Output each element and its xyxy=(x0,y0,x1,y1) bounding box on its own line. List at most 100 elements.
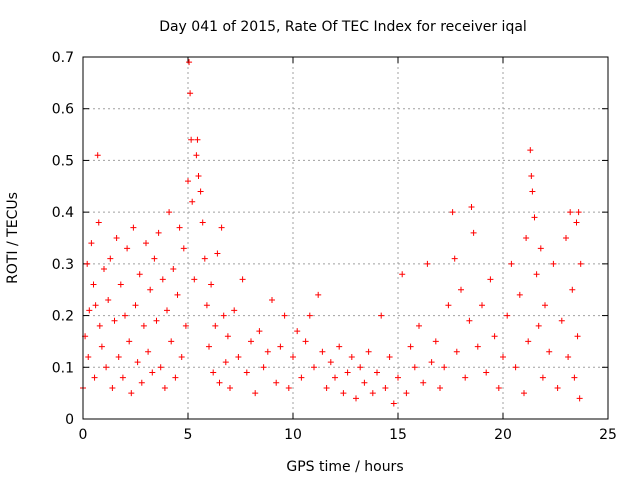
data-point xyxy=(527,147,534,154)
data-point xyxy=(90,281,97,288)
data-point xyxy=(382,384,389,391)
data-point xyxy=(451,255,458,262)
data-point xyxy=(428,359,435,366)
data-point xyxy=(186,59,193,66)
y-tick-label: 0.7 xyxy=(52,50,74,66)
data-point xyxy=(264,348,271,355)
data-point xyxy=(248,338,254,345)
data-point xyxy=(194,136,201,143)
data-point xyxy=(159,276,166,283)
data-point xyxy=(395,374,401,381)
x-tick-label: 25 xyxy=(599,427,617,443)
data-point xyxy=(528,172,535,179)
data-point xyxy=(525,338,532,345)
data-point xyxy=(470,229,477,236)
data-point xyxy=(235,353,242,360)
data-point xyxy=(420,379,427,386)
data-point xyxy=(95,219,102,226)
data-point xyxy=(164,307,170,314)
data-point xyxy=(554,384,561,391)
data-point xyxy=(357,364,364,371)
data-point xyxy=(134,359,141,366)
data-point xyxy=(575,209,582,216)
data-point xyxy=(172,374,179,381)
data-point xyxy=(567,209,574,216)
data-point xyxy=(569,286,576,293)
data-point xyxy=(571,374,578,381)
data-point xyxy=(91,374,98,381)
data-point xyxy=(491,333,498,340)
data-point xyxy=(277,343,284,350)
data-point xyxy=(136,271,143,278)
data-point xyxy=(369,390,376,397)
data-point xyxy=(86,307,93,314)
data-point xyxy=(105,297,112,304)
data-point xyxy=(403,390,410,397)
x-axis-label: GPS time / hours xyxy=(286,459,403,475)
data-point xyxy=(449,209,456,216)
data-point xyxy=(214,250,221,257)
data-point xyxy=(483,369,490,376)
data-point xyxy=(260,364,267,371)
data-point xyxy=(182,322,189,329)
data-point xyxy=(84,260,91,267)
data-point xyxy=(574,333,581,340)
data-point xyxy=(411,364,418,371)
data-point xyxy=(563,235,569,241)
data-point xyxy=(138,379,145,386)
data-point xyxy=(576,395,583,402)
data-point xyxy=(294,328,301,335)
data-point xyxy=(153,317,160,324)
data-point xyxy=(500,353,506,360)
data-point xyxy=(487,276,494,283)
x-tick-label: 0 xyxy=(79,427,88,443)
data-point xyxy=(285,384,292,391)
data-point xyxy=(474,343,481,350)
data-point xyxy=(130,224,137,231)
data-point xyxy=(218,224,225,231)
data-point xyxy=(365,348,372,355)
data-point xyxy=(147,286,154,293)
data-point xyxy=(231,307,238,314)
data-point xyxy=(132,302,139,309)
data-point xyxy=(252,390,259,397)
data-point xyxy=(195,172,202,179)
data-point xyxy=(187,90,194,97)
data-point xyxy=(577,260,584,267)
x-tick-label: 20 xyxy=(494,427,512,443)
data-point xyxy=(92,302,99,309)
data-point xyxy=(210,369,217,376)
data-point xyxy=(117,281,124,288)
data-point xyxy=(399,271,406,278)
data-point xyxy=(140,322,147,329)
data-point xyxy=(327,359,334,366)
data-point xyxy=(374,369,380,376)
data-point xyxy=(290,353,296,360)
data-point xyxy=(98,343,105,350)
data-point xyxy=(199,219,206,226)
data-point xyxy=(344,369,351,376)
data-point xyxy=(109,384,116,391)
chart-title: Day 041 of 2015, Rate Of TEC Index for r… xyxy=(159,19,527,35)
data-point xyxy=(516,291,523,298)
data-point xyxy=(243,369,250,376)
data-point xyxy=(523,235,530,241)
data-point xyxy=(124,245,131,252)
data-point xyxy=(504,312,511,319)
data-point xyxy=(531,214,538,221)
x-tick-label: 15 xyxy=(389,427,407,443)
data-point xyxy=(101,266,107,273)
x-tick-label: 10 xyxy=(284,427,302,443)
data-point xyxy=(220,312,227,319)
data-point xyxy=(212,322,219,329)
data-point xyxy=(176,224,183,231)
data-point xyxy=(306,312,313,319)
data-point xyxy=(353,395,359,402)
data-point xyxy=(227,384,233,391)
data-point xyxy=(178,353,185,360)
data-point xyxy=(94,152,101,159)
data-point xyxy=(332,374,338,381)
data-point xyxy=(424,260,431,267)
data-point xyxy=(390,400,397,407)
